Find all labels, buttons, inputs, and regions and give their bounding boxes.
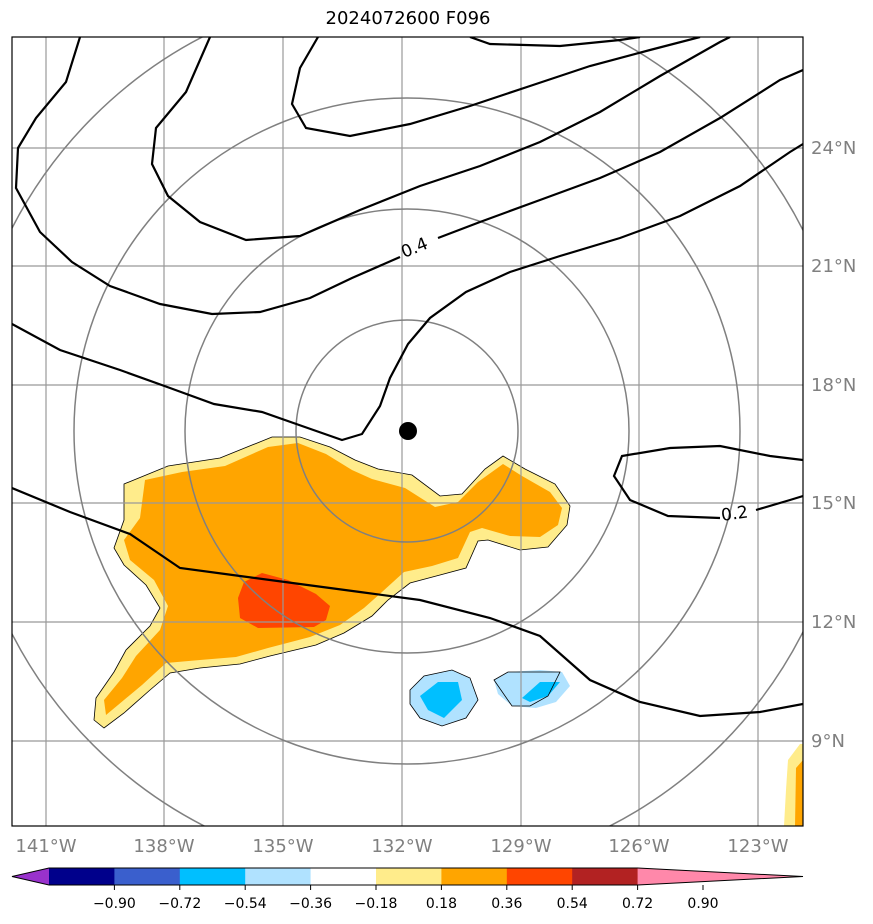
range-rings [12, 37, 803, 826]
colorbar-tick-label: −0.54 [224, 896, 267, 912]
colorbar-segment [506, 868, 573, 885]
colorbar-segment [179, 868, 246, 885]
colorbar-tick-label: −0.36 [289, 896, 332, 912]
colorbar-segment [245, 868, 312, 885]
colorbar-tick-label: 0.72 [622, 896, 653, 912]
lon-label-123w: 123°W [727, 836, 788, 857]
colorbar-tick-label: 0.90 [687, 896, 718, 912]
lon-label-138w: 138°W [133, 836, 194, 857]
colorbar-tick-label: 0.18 [426, 896, 457, 912]
contour-label-0-2: 0.2 [720, 502, 750, 526]
colorbar-segment [114, 868, 181, 885]
lat-label-9n: 9°N [811, 731, 845, 752]
lat-label-24n: 24°N [811, 138, 856, 159]
lat-label-21n: 21°N [811, 256, 856, 277]
colorbar-extend-high [637, 868, 803, 885]
colorbar-segment [49, 868, 115, 885]
colorbar-tick-label: −0.18 [355, 896, 398, 912]
colorbar-tick-label: −0.72 [158, 896, 201, 912]
storm-center-marker [399, 422, 417, 440]
colorbar-segment [572, 868, 639, 885]
lon-label-132w: 132°W [371, 836, 432, 857]
colorbar: −0.90 −0.72 −0.54 −0.36 −0.18 0.18 0.36 0.54 0.7… [11, 867, 804, 912]
lat-label-18n: 18°N [811, 375, 856, 396]
lon-label-126w: 126°W [608, 836, 669, 857]
colorbar-segment [310, 868, 377, 885]
colorbar-tick-label: 0.36 [491, 896, 522, 912]
graticule [12, 37, 803, 826]
contour-lines [12, 37, 803, 718]
lon-label-135w: 135°W [252, 836, 313, 857]
shading-outline [93, 436, 571, 729]
lat-label-15n: 15°N [811, 493, 856, 514]
contour-label-0-4: 0.4 [398, 234, 431, 263]
lon-label-141w: 141°W [15, 836, 76, 857]
colorbar-tick-label: 0.54 [557, 896, 588, 912]
positive-anomaly-shading [94, 437, 803, 826]
colorbar-extend-low [12, 868, 49, 885]
lon-label-129w: 129°W [490, 836, 551, 857]
colorbar-outline [11, 867, 804, 886]
map-title: 2024072600 F096 [325, 8, 491, 29]
colorbar-tick-label: −0.90 [93, 896, 136, 912]
lat-label-12n: 12°N [811, 612, 856, 633]
colorbar-segment [441, 868, 508, 885]
negative-anomaly-shading [410, 670, 570, 726]
colorbar-segment [376, 868, 442, 885]
map-frame [11, 36, 804, 827]
